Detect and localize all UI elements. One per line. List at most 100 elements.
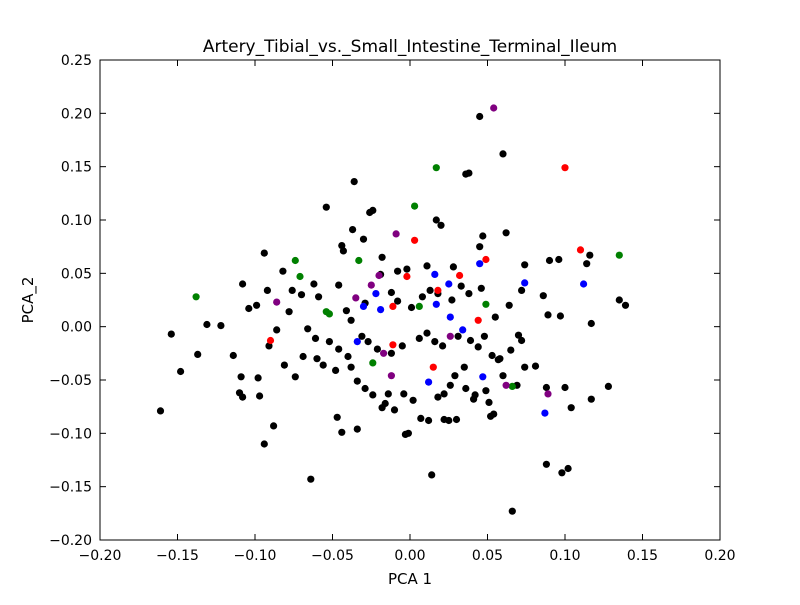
x-tick-label: −0.20 (79, 548, 122, 564)
data-point (353, 425, 361, 433)
data-point (437, 221, 445, 229)
data-point (451, 372, 459, 380)
data-point (253, 301, 261, 309)
data-point (325, 310, 333, 318)
data-point (454, 332, 462, 340)
data-point (541, 409, 549, 417)
data-point (508, 507, 516, 515)
data-point (431, 270, 439, 278)
data-point (270, 422, 278, 430)
data-point (429, 363, 437, 371)
data-point (567, 404, 575, 412)
data-point (518, 336, 526, 345)
data-point (338, 242, 346, 250)
data-point (203, 320, 211, 329)
data-point (423, 262, 431, 270)
data-point (615, 251, 623, 259)
data-point (338, 428, 346, 436)
x-tick-label: 0.00 (394, 548, 425, 564)
data-point (325, 338, 333, 346)
data-point (285, 308, 293, 316)
axis-ticks: −0.20 −0.15 −0.10 −0.05 0.00 0.05 0.10 0.15 0.20… (49, 53, 735, 564)
data-point (449, 263, 457, 271)
data-point (266, 336, 275, 345)
data-point (432, 164, 440, 172)
data-point (347, 363, 355, 371)
data-point (358, 332, 366, 340)
y-tick-label: −0.10 (49, 426, 92, 442)
data-point (466, 336, 475, 345)
data-point (359, 235, 368, 243)
data-point (587, 319, 595, 328)
data-point (369, 391, 377, 399)
data-point (353, 377, 361, 385)
data-point (304, 325, 312, 333)
data-point (485, 398, 493, 406)
data-point (373, 345, 381, 353)
data-point (518, 286, 526, 294)
data-point (177, 367, 185, 376)
data-point (411, 236, 419, 244)
data-point (352, 294, 360, 302)
data-point (333, 413, 341, 421)
data-point (192, 293, 200, 301)
data-point (389, 341, 397, 349)
y-tick-label: 0.10 (61, 213, 92, 229)
data-point (480, 332, 488, 340)
data-point (384, 390, 392, 398)
data-point (425, 416, 433, 425)
data-point (375, 271, 383, 280)
data-point (239, 280, 247, 288)
data-point (313, 355, 321, 363)
data-point (434, 393, 442, 401)
x-tick-label: 0.05 (472, 548, 503, 564)
data-point (381, 399, 389, 408)
data-point (350, 178, 358, 186)
y-tick-label: −0.15 (49, 480, 92, 496)
data-point (477, 284, 485, 292)
data-point (364, 338, 372, 346)
y-tick-label: 0.25 (61, 53, 92, 69)
data-point (561, 164, 569, 172)
data-point (344, 352, 352, 361)
data-point (446, 381, 454, 389)
x-tick-label: 0.20 (704, 548, 735, 564)
data-point (561, 383, 569, 392)
data-point (564, 464, 572, 473)
y-axis-label: PCA_2 (19, 277, 38, 324)
data-point (496, 355, 504, 363)
data-point (353, 338, 361, 346)
x-tick-label: 0.10 (549, 548, 580, 564)
data-point (423, 329, 431, 337)
data-point (452, 415, 461, 424)
data-point (476, 112, 484, 121)
data-point (342, 307, 350, 315)
data-point (474, 316, 482, 324)
data-point (583, 260, 591, 268)
data-point (387, 288, 395, 297)
data-point (296, 272, 304, 281)
data-point (355, 256, 363, 265)
data-point (434, 286, 442, 294)
data-point (507, 346, 515, 354)
data-point (426, 286, 434, 294)
data-point (359, 302, 368, 310)
data-point (307, 475, 315, 483)
chart-title: Artery_Tibial_vs._Small_Intestine_Termin… (203, 37, 617, 57)
data-point (521, 261, 529, 269)
data-point (254, 374, 262, 382)
data-point (545, 256, 554, 265)
data-point (291, 373, 299, 381)
data-point (369, 206, 377, 214)
data-point (576, 246, 585, 254)
y-tick-label: 0.05 (61, 266, 92, 282)
data-point (431, 338, 439, 346)
data-point (488, 351, 496, 360)
data-point (361, 384, 369, 393)
data-point (476, 243, 484, 251)
data-point (392, 230, 400, 238)
data-point (487, 412, 495, 420)
data-point (297, 291, 306, 299)
